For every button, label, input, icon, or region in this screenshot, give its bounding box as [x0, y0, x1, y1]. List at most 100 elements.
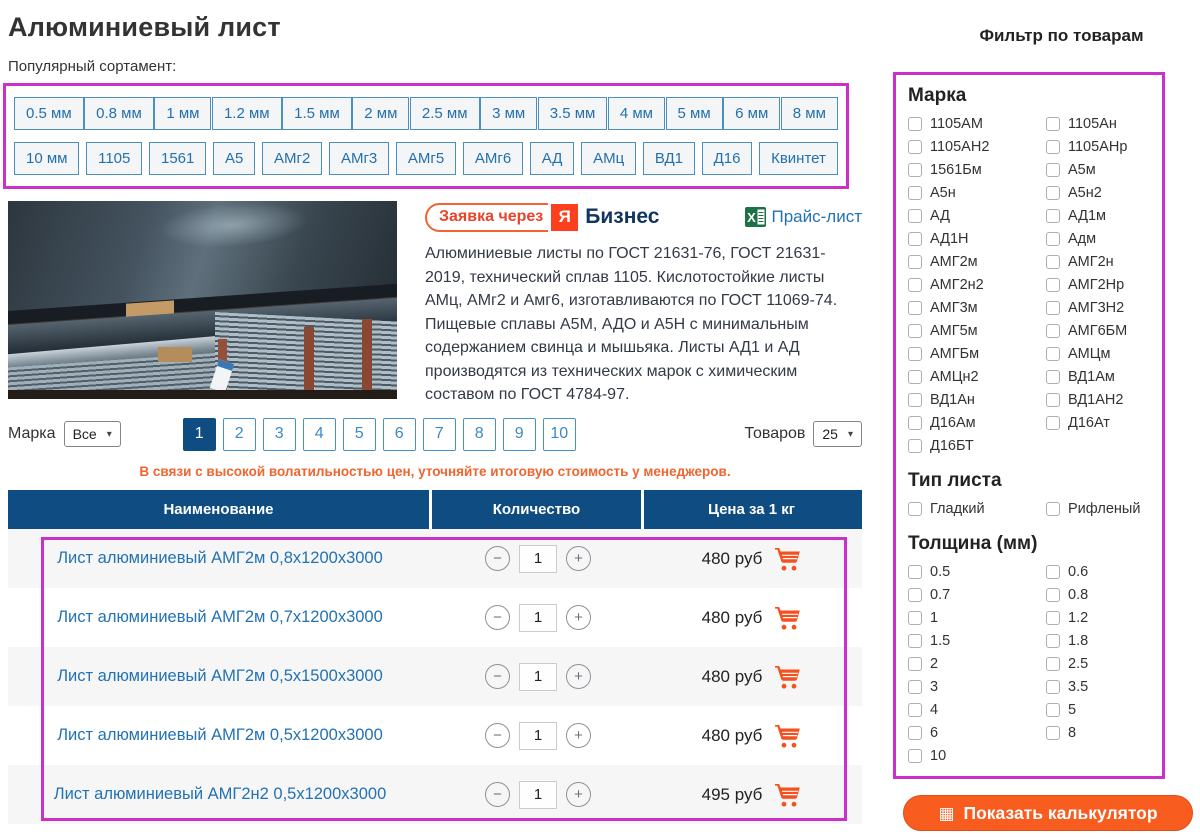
size-button[interactable]: 0.5 мм [14, 97, 84, 130]
quantity-increase-button[interactable]: + [566, 664, 591, 689]
checkbox[interactable] [1046, 323, 1060, 338]
alloy-button[interactable]: АМг3 [328, 142, 390, 175]
checkbox[interactable] [1046, 185, 1060, 200]
size-button[interactable]: 3.5 мм [537, 97, 608, 130]
alloy-button[interactable]: АД [529, 142, 575, 175]
add-to-cart-button[interactable] [774, 547, 801, 571]
quantity-increase-button[interactable]: + [566, 782, 591, 807]
alloy-button[interactable]: 1105 [86, 142, 143, 175]
alloy-button[interactable]: АМг2 [261, 142, 323, 175]
page-button[interactable]: 6 [382, 417, 416, 451]
checkbox[interactable] [1046, 725, 1060, 740]
page-button[interactable]: 4 [302, 417, 336, 451]
alloy-button[interactable]: ВД1 [642, 142, 695, 175]
size-button[interactable]: 1.2 мм [211, 97, 282, 130]
size-button[interactable]: 8 мм [780, 97, 838, 130]
add-to-cart-button[interactable] [774, 665, 801, 689]
quantity-decrease-button[interactable]: − [485, 782, 510, 807]
checkbox[interactable] [908, 346, 922, 361]
checkbox[interactable] [1046, 300, 1060, 315]
add-to-cart-button[interactable] [774, 724, 801, 748]
checkbox[interactable] [908, 162, 922, 177]
page-button[interactable]: 2 [222, 417, 256, 451]
alloy-button[interactable]: 1561 [149, 142, 207, 175]
checkbox[interactable] [908, 702, 922, 717]
page-button[interactable]: 7 [422, 417, 456, 451]
quantity-decrease-button[interactable]: − [485, 664, 510, 689]
checkbox[interactable] [1046, 702, 1060, 717]
checkbox[interactable] [908, 656, 922, 671]
checkbox[interactable] [908, 231, 922, 246]
product-link[interactable]: Лист алюминиевый АМГ2м 0,8х1200х3000 [57, 549, 383, 567]
size-button[interactable]: 2 мм [352, 97, 410, 130]
checkbox[interactable] [908, 501, 922, 516]
size-button[interactable]: 5 мм [665, 97, 723, 130]
checkbox[interactable] [1046, 116, 1060, 131]
checkbox[interactable] [908, 438, 922, 453]
quantity-input[interactable] [519, 780, 557, 809]
alloy-button[interactable]: АМг6 [462, 142, 524, 175]
size-button[interactable]: 4 мм [607, 97, 665, 130]
checkbox[interactable] [908, 564, 922, 579]
price-list-link[interactable]: X Прайс-лист [744, 207, 862, 227]
checkbox[interactable] [1046, 346, 1060, 361]
checkbox[interactable] [1046, 633, 1060, 648]
checkbox[interactable] [1046, 369, 1060, 384]
checkbox[interactable] [908, 323, 922, 338]
quantity-input[interactable] [519, 662, 557, 691]
checkbox[interactable] [908, 300, 922, 315]
checkbox[interactable] [1046, 208, 1060, 223]
checkbox[interactable] [908, 679, 922, 694]
checkbox[interactable] [908, 415, 922, 430]
quantity-decrease-button[interactable]: − [485, 723, 510, 748]
size-button[interactable]: 3 мм [480, 97, 538, 130]
checkbox[interactable] [908, 725, 922, 740]
quantity-increase-button[interactable]: + [566, 723, 591, 748]
checkbox[interactable] [908, 392, 922, 407]
product-link[interactable]: Лист алюминиевый АМГ2м 0,5х1500х3000 [57, 667, 383, 685]
quantity-increase-button[interactable]: + [566, 546, 591, 571]
checkbox[interactable] [908, 369, 922, 384]
add-to-cart-button[interactable] [774, 606, 801, 630]
size-button[interactable]: 6 мм [723, 97, 781, 130]
quantity-input[interactable] [519, 544, 557, 573]
checkbox[interactable] [908, 587, 922, 602]
yandex-business-request-button[interactable]: Заявка через Я Бизнес [425, 202, 659, 232]
checkbox[interactable] [908, 610, 922, 625]
alloy-button[interactable]: 10 мм [14, 142, 80, 175]
page-button[interactable]: 5 [342, 417, 376, 451]
checkbox[interactable] [908, 633, 922, 648]
checkbox[interactable] [1046, 610, 1060, 625]
quantity-input[interactable] [519, 721, 557, 750]
checkbox[interactable] [908, 139, 922, 154]
checkbox[interactable] [1046, 162, 1060, 177]
checkbox[interactable] [908, 254, 922, 269]
checkbox[interactable] [1046, 277, 1060, 292]
show-calculator-button[interactable]: ▦ Показать калькулятор [903, 795, 1193, 831]
page-button[interactable]: 8 [462, 417, 496, 451]
checkbox[interactable] [908, 277, 922, 292]
alloy-button[interactable]: Д16 [701, 142, 753, 175]
product-link[interactable]: Лист алюминиевый АМГ2н2 0,5х1200х3000 [53, 785, 387, 803]
checkbox[interactable] [908, 116, 922, 131]
checkbox[interactable] [1046, 392, 1060, 407]
checkbox[interactable] [1046, 564, 1060, 579]
alloy-button[interactable]: АМц [581, 142, 637, 175]
checkbox[interactable] [1046, 415, 1060, 430]
add-to-cart-button[interactable] [774, 783, 801, 807]
product-link[interactable]: Лист алюминиевый АМГ2м 0,7х1200х3000 [57, 608, 383, 626]
checkbox[interactable] [1046, 679, 1060, 694]
quantity-decrease-button[interactable]: − [485, 546, 510, 571]
size-button[interactable]: 1.5 мм [282, 97, 352, 130]
size-button[interactable]: 2.5 мм [409, 97, 480, 130]
checkbox[interactable] [1046, 231, 1060, 246]
quantity-increase-button[interactable]: + [566, 605, 591, 630]
page-button[interactable]: 9 [502, 417, 536, 451]
quantity-input[interactable] [519, 603, 557, 632]
alloy-button[interactable]: АМг5 [395, 142, 457, 175]
brand-select[interactable]: Все ▾ [63, 421, 121, 447]
checkbox[interactable] [1046, 139, 1060, 154]
page-button[interactable]: 1 [182, 417, 216, 451]
checkbox[interactable] [908, 748, 922, 763]
quantity-decrease-button[interactable]: − [485, 605, 510, 630]
